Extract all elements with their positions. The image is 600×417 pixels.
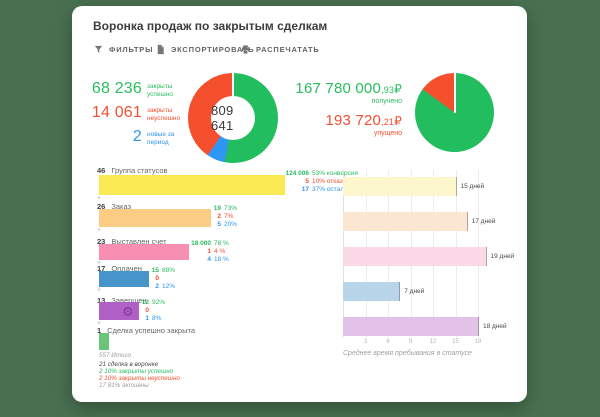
funnel-stage-label: 23 Выставлен счет (97, 237, 167, 246)
axis-tick: 18 (474, 339, 482, 345)
funnel-stage-stats: 124 006 53% конверсия 5 10% отказ 17 37% оста… (283, 170, 358, 194)
duration-bar[interactable] (343, 247, 487, 266)
funnel-connector: + (97, 320, 102, 327)
axis-tick: 9 (408, 339, 413, 345)
file-export-icon (155, 44, 166, 55)
lost-label: упущено (373, 130, 402, 137)
duration-bar-label: 17 дней (471, 218, 496, 225)
duration-bar[interactable] (343, 282, 401, 301)
filters-button[interactable]: ФИЛЬТРЫ (93, 44, 153, 55)
funnel-stage-stats: 15 88% 0 2 12% (150, 267, 175, 291)
funnel-bar[interactable] (99, 244, 189, 260)
print-label: РАСПЕЧАТАТЬ (256, 45, 320, 54)
funnel-stat-row: 17 37% осталось (301, 186, 355, 193)
duration-bar[interactable] (343, 317, 479, 336)
funnel-footer-line: 17 81% активны (99, 382, 149, 389)
funnel-connector: + (97, 260, 102, 267)
funnel-bar[interactable] (99, 271, 149, 287)
print-button[interactable]: РАСПЕЧАТАТЬ (240, 44, 320, 55)
funnel-stat-row: 5 10% отказ (305, 178, 343, 185)
funnel-stage-label: 13 Завершен (97, 296, 147, 305)
received-label: получено (371, 98, 402, 105)
funnel-bar[interactable] (99, 175, 285, 195)
funnel-stat-row: 18 000 78 % (191, 240, 229, 247)
axis-tick: 6 (386, 339, 390, 345)
duration-bar-label: 19 дней (490, 253, 515, 260)
dashboard-card: Воронка продаж по закрытым сделкам ФИЛЬТ… (72, 6, 527, 402)
funnel-stat-row: 4 18 % (207, 256, 229, 263)
funnel-stat-row: 19 73% (213, 205, 238, 212)
funnel-stage-stats: 19 73% 2 7% 5 20% (212, 205, 237, 229)
pie-chart[interactable] (415, 73, 494, 152)
funnel-bar[interactable]: ⚙ (99, 302, 139, 320)
duration-bar[interactable] (343, 177, 457, 196)
duration-bar-label: 7 дней (404, 288, 425, 295)
export-button[interactable]: ЭКСПОРТИРОВАТЬ (155, 44, 254, 55)
duration-chart-caption: Среднее время пребывания в статусе (343, 350, 472, 357)
funnel-bar[interactable] (99, 209, 211, 227)
funnel-stat-row: 2 7% (217, 213, 234, 220)
duration-bar-label: 15 дней (460, 183, 485, 190)
lost-value: 193 720,21₽ (325, 112, 402, 129)
duration-bar-label: 18 дней (483, 323, 507, 330)
gear-icon[interactable]: ⚙ (122, 304, 134, 319)
funnel-stat-row: 2 12% (155, 283, 176, 290)
donut-center: 809 641 (211, 96, 255, 140)
funnel-stat-row: 0 (155, 275, 159, 282)
received-value: 167 780 000,93₽ (295, 80, 402, 97)
funnel-footer-line: 2 10% закрыты успешно (99, 368, 174, 375)
new-deals-value: 2 (132, 128, 142, 145)
funnel-stat-row: 5 20% (217, 221, 238, 228)
closed-won-label: закрыты успешно (147, 83, 173, 98)
filters-label: ФИЛЬТРЫ (109, 45, 154, 54)
funnel-stat-row: 12 92% (141, 299, 166, 306)
funnel-stat-row: 0 (145, 307, 149, 314)
funnel-connector: + (97, 287, 102, 294)
duration-bar[interactable] (343, 212, 468, 231)
funnel-stat-row: 124 006 53% конверсия (285, 170, 358, 177)
export-label: ЭКСПОРТИРОВАТЬ (171, 45, 255, 54)
axis-tick: 3 (363, 339, 368, 345)
funnel-connector: + (97, 195, 102, 202)
page-title: Воронка продаж по закрытым сделкам (93, 19, 328, 33)
funnel-bar[interactable] (99, 333, 109, 350)
new-deals-label: новые за период (147, 131, 175, 146)
funnel-stat-row: 15 88% (151, 267, 176, 274)
funnel-stage-label: 26 Заказ (97, 202, 132, 211)
funnel-footer-line: 557 Итого (99, 352, 131, 359)
closed-lost-value: 14 061 (91, 104, 142, 121)
donut-chart[interactable]: 809 641 (188, 73, 278, 163)
funnel-stage-label: 46 Группа статусов (97, 166, 168, 175)
funnel-footer-line: 21 сделка в воронке (99, 361, 159, 368)
segment-separator (453, 73, 456, 113)
funnel-stage-stats: 12 92% 0 1 8% (140, 299, 165, 323)
printer-icon (240, 44, 251, 55)
funnel-stage-label: 17 Оплачен (97, 264, 142, 273)
segment-separator (232, 73, 234, 96)
filter-icon (93, 44, 104, 55)
funnel-stat-row: 1 8% (145, 315, 162, 322)
funnel-stage-label: 1 Сделка успешно закрыта (97, 326, 196, 335)
donut-total: 809 641 (211, 103, 234, 133)
closed-lost-label: закрыты неуспешно (147, 107, 181, 122)
funnel-connector: + (97, 227, 102, 234)
closed-won-value: 68 236 (91, 80, 142, 97)
funnel-footer-line: 2 10% закрыты неуспешно (99, 375, 180, 382)
axis-tick: 12 (429, 339, 437, 345)
axis-tick: 15 (452, 339, 459, 345)
funnel-stage-stats: 18 000 78 % 1 4 % 4 18 % (190, 240, 229, 264)
